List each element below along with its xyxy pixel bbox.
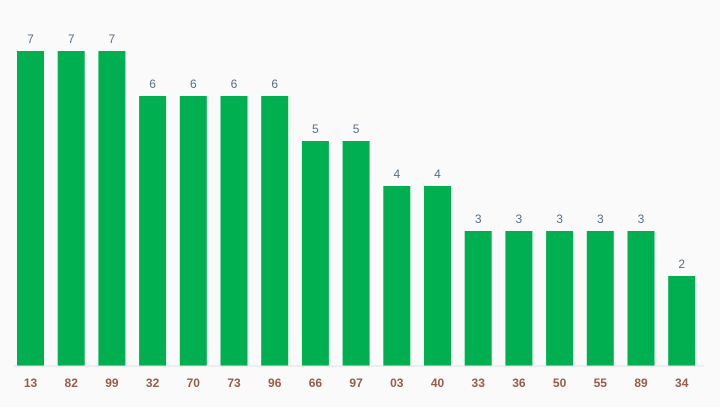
bar-82 bbox=[57, 51, 85, 366]
x-tick-label-55: 55 bbox=[594, 376, 608, 390]
bar-66 bbox=[301, 141, 329, 366]
x-tick-label-13: 13 bbox=[24, 376, 38, 390]
x-tick-label-50: 50 bbox=[553, 376, 567, 390]
bar-13 bbox=[17, 51, 44, 366]
x-tick-label-70: 70 bbox=[187, 376, 201, 390]
value-label-55: 3 bbox=[597, 212, 604, 226]
value-label-40: 4 bbox=[434, 167, 441, 181]
x-tick-label-73: 73 bbox=[227, 376, 241, 390]
value-label-32: 6 bbox=[149, 77, 156, 91]
bar-70 bbox=[179, 96, 207, 366]
value-label-96: 6 bbox=[271, 77, 278, 91]
value-label-50: 3 bbox=[556, 212, 563, 226]
value-label-99: 7 bbox=[109, 32, 116, 46]
bar-97 bbox=[342, 141, 370, 366]
bar-89 bbox=[627, 231, 655, 366]
bar-73 bbox=[220, 96, 248, 366]
value-label-36: 3 bbox=[516, 212, 523, 226]
bar-50 bbox=[546, 231, 574, 366]
x-tick-label-32: 32 bbox=[146, 376, 160, 390]
value-label-33: 3 bbox=[475, 212, 482, 226]
x-tick-label-82: 82 bbox=[65, 376, 79, 390]
x-tick-label-40: 40 bbox=[431, 376, 445, 390]
value-label-97: 5 bbox=[353, 122, 360, 136]
bar-36 bbox=[505, 231, 533, 366]
x-tick-label-36: 36 bbox=[512, 376, 526, 390]
value-label-70: 6 bbox=[190, 77, 197, 91]
value-label-89: 3 bbox=[638, 212, 645, 226]
x-tick-label-96: 96 bbox=[268, 376, 282, 390]
x-tick-label-97: 97 bbox=[349, 376, 363, 390]
x-tick-label-66: 66 bbox=[309, 376, 323, 390]
x-tick-label-99: 99 bbox=[105, 376, 119, 390]
bar-99 bbox=[98, 51, 126, 366]
bar-33 bbox=[464, 231, 492, 366]
value-label-13: 7 bbox=[27, 32, 34, 46]
bar-34 bbox=[668, 276, 696, 366]
value-label-34: 2 bbox=[678, 257, 685, 271]
value-labels-group: 7 7 7 6 6 6 6 5 5 4 4 3 3 3 3 3 2 bbox=[27, 32, 685, 271]
bar-96 bbox=[261, 96, 289, 366]
x-tick-label-33: 33 bbox=[472, 376, 486, 390]
bar-03 bbox=[383, 186, 411, 366]
value-label-73: 6 bbox=[231, 77, 238, 91]
x-tick-labels-group: 13 82 99 32 70 73 96 66 97 03 40 33 36 50 55 89 34 bbox=[24, 376, 689, 390]
value-label-82: 7 bbox=[68, 32, 75, 46]
value-label-66: 5 bbox=[312, 122, 319, 136]
x-tick-label-03: 03 bbox=[390, 376, 404, 390]
bar-40 bbox=[424, 186, 451, 366]
x-tick-label-89: 89 bbox=[634, 376, 648, 390]
bar-32 bbox=[139, 96, 167, 366]
value-label-03: 4 bbox=[393, 167, 400, 181]
bars-group bbox=[17, 51, 696, 366]
x-tick-label-34: 34 bbox=[675, 376, 689, 390]
bar-55 bbox=[586, 231, 614, 366]
